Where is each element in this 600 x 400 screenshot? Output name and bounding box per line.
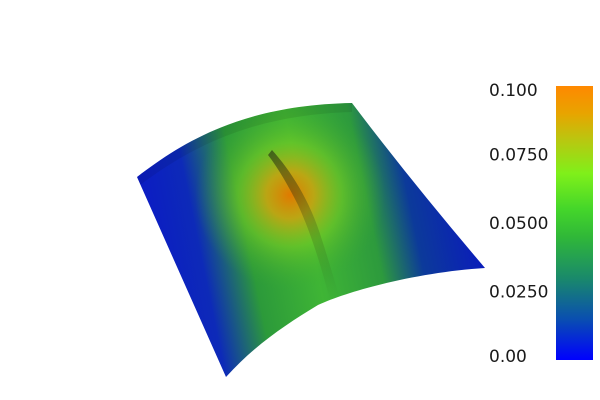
colorbar: 0.100 0.0750 0.0500 0.0250 0.00: [489, 81, 593, 367]
colorbar-tick-label: 0.0250: [489, 283, 548, 303]
surface-mesh: [137, 103, 485, 377]
colorbar-tick-label: 0.100: [489, 81, 538, 101]
colorbar-tick-labels: 0.100 0.0750 0.0500 0.0250 0.00: [489, 81, 548, 367]
surface-hotspot: [180, 105, 400, 295]
surface-ridge-shadow: [268, 150, 340, 300]
colorbar-tick-label: 0.00: [489, 347, 527, 367]
surface-top-edge-shade: [137, 103, 352, 185]
colorbar-tick-label: 0.0500: [489, 214, 548, 234]
colorbar-tick-label: 0.0750: [489, 146, 548, 166]
colorbar-gradient: [556, 86, 593, 360]
